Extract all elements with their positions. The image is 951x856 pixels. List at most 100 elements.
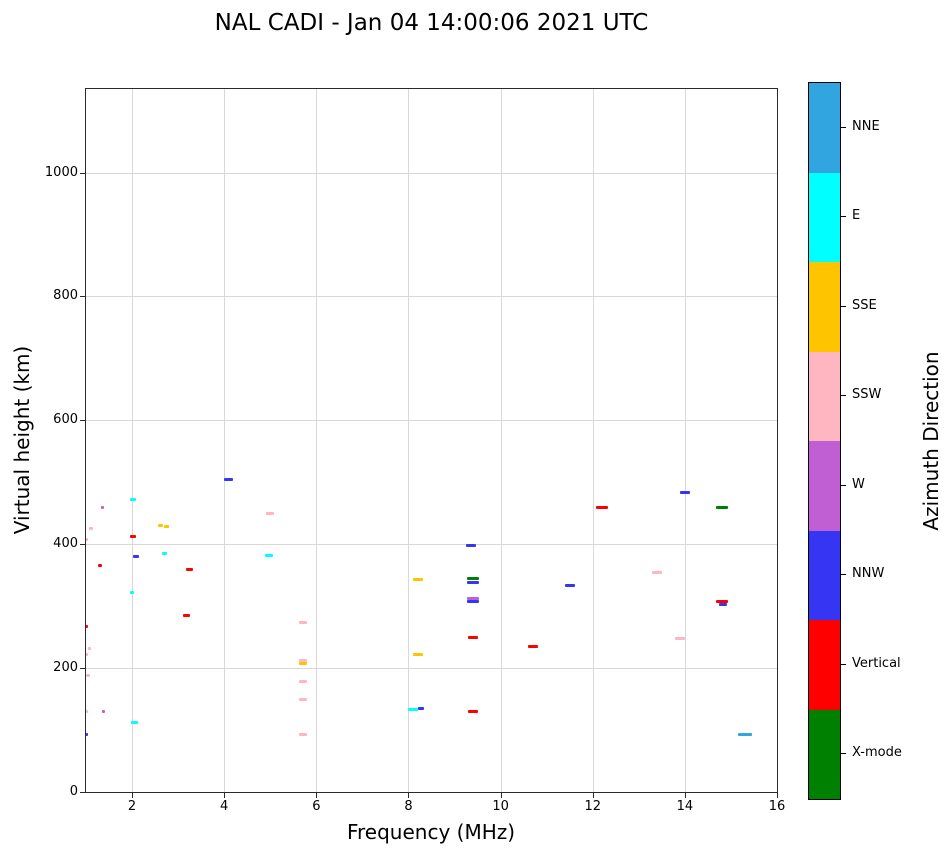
x-tick — [224, 793, 226, 798]
gridline-horizontal — [86, 668, 777, 670]
x-tick — [684, 793, 686, 798]
data-point — [86, 652, 89, 656]
colorbar-label-nnw: NNW — [852, 566, 885, 582]
y-tick — [80, 544, 85, 546]
data-point — [88, 646, 92, 650]
data-point — [88, 527, 93, 531]
colorbar-label-nne: NNE — [852, 118, 880, 134]
colorbar-tick — [841, 574, 846, 576]
data-point — [129, 534, 136, 538]
colorbar-tick — [841, 216, 846, 218]
x-axis-label: Frequency (MHz) — [346, 820, 516, 844]
data-point — [466, 596, 479, 600]
y-tick-label: 0 — [69, 784, 78, 799]
azimuth-colorbar — [808, 82, 841, 800]
data-point — [129, 498, 136, 502]
colorbar-tick — [841, 126, 846, 128]
data-point — [408, 708, 419, 712]
gridline-vertical — [684, 89, 686, 792]
colorbar-segment-w — [809, 441, 840, 532]
gridline-vertical — [500, 89, 502, 792]
y-tick — [80, 172, 85, 174]
data-point — [718, 602, 727, 606]
data-point — [298, 662, 307, 666]
gridline-horizontal — [86, 420, 777, 422]
colorbar-segment-sse — [809, 262, 840, 353]
data-point — [86, 625, 89, 629]
data-point — [97, 564, 102, 568]
data-point — [132, 555, 139, 559]
data-point — [102, 709, 105, 713]
data-point — [86, 674, 91, 678]
data-point — [418, 706, 425, 710]
colorbar-segment-ssw — [809, 351, 840, 442]
colorbar-segment-nne — [809, 83, 840, 174]
y-tick-label: 400 — [53, 536, 78, 552]
gridline-horizontal — [86, 296, 777, 298]
colorbar-title: Azimuth Direction — [919, 351, 943, 531]
colorbar-segment-nnw — [809, 530, 840, 621]
data-point — [715, 599, 728, 603]
colorbar-label-w: W — [852, 476, 865, 492]
data-point — [737, 732, 752, 736]
x-tick-label: 2 — [127, 799, 137, 814]
gridline-horizontal — [86, 544, 777, 546]
colorbar-label-e: E — [852, 208, 861, 224]
data-point — [161, 552, 167, 556]
gridline-vertical — [316, 89, 318, 792]
colorbar-label-vertical: Vertical — [852, 655, 901, 671]
data-point — [100, 505, 104, 509]
colorbar-segment-vertical — [809, 620, 840, 711]
x-tick-label: 8 — [404, 799, 413, 814]
colorbar-tick — [841, 753, 846, 755]
data-point — [527, 644, 538, 648]
data-point — [265, 553, 274, 557]
data-point — [466, 576, 479, 580]
y-tick — [80, 792, 85, 793]
gridline-vertical — [224, 89, 226, 792]
x-tick-label: 6 — [312, 799, 321, 814]
data-point — [595, 505, 608, 509]
x-tick — [408, 793, 410, 798]
data-point — [186, 567, 194, 571]
data-point — [466, 581, 479, 585]
data-point — [86, 709, 89, 713]
gridline-horizontal — [86, 172, 777, 174]
data-point — [158, 524, 164, 528]
y-tick-label: 200 — [53, 660, 78, 676]
y-axis-label: Virtual height (km) — [10, 345, 34, 535]
data-point — [299, 680, 308, 684]
data-point — [679, 491, 690, 495]
data-point — [299, 621, 308, 625]
x-tick — [777, 793, 778, 798]
colorbar-label-ssw: SSW — [852, 387, 882, 403]
data-point — [465, 543, 476, 547]
y-tick — [80, 420, 85, 422]
colorbar-tick — [841, 663, 846, 665]
data-point — [466, 600, 479, 604]
x-tick-label: 4 — [220, 799, 229, 814]
data-point — [182, 613, 190, 617]
data-point — [299, 658, 308, 662]
colorbar-segment-e — [809, 172, 840, 263]
gridline-vertical — [132, 89, 134, 792]
data-point — [299, 697, 308, 701]
data-point — [564, 584, 575, 588]
colorbar-segment-x-mode — [809, 709, 840, 799]
y-tick — [80, 668, 85, 670]
y-tick — [80, 296, 85, 298]
x-tick-label: 12 — [584, 799, 601, 814]
x-tick — [592, 793, 594, 798]
data-point — [130, 721, 138, 725]
gridline-vertical — [777, 89, 778, 792]
gridline-vertical — [408, 89, 410, 792]
data-point — [715, 505, 728, 509]
plot-area — [85, 88, 778, 793]
data-point — [652, 570, 663, 574]
x-tick-label: 16 — [768, 799, 786, 814]
colorbar-label-x-mode: X-mode — [852, 745, 902, 761]
data-point — [412, 578, 423, 582]
x-tick-label: 10 — [492, 799, 509, 814]
data-point — [164, 525, 170, 529]
